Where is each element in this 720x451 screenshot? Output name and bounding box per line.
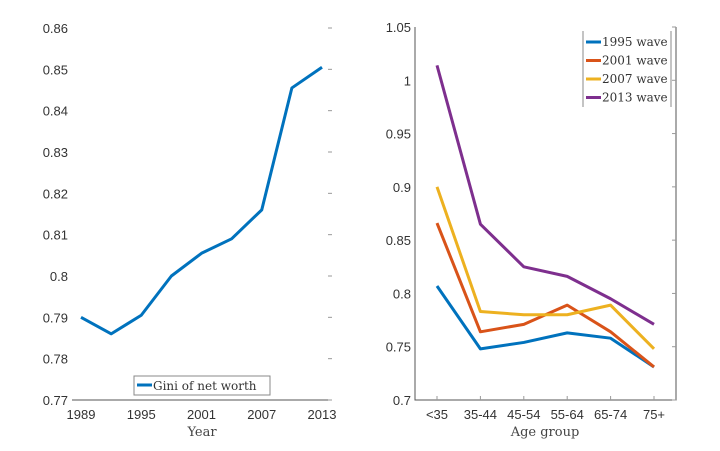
x-tick-label: 1989: [67, 407, 96, 422]
left-chart-gini-over-time: 0.77 0.78 0.79 0.8 0.81 0.82 0.83 0.84 0.85 0.86 1…: [43, 21, 337, 422]
legend-label: 2001 wave: [602, 54, 668, 68]
right-chart-gini-by-age: 0.7 0.75 0.8 0.85 0.9 0.95 1 1.05 <35 35-44 45-54 5…: [386, 20, 677, 422]
right-x-axis-label: Age group: [510, 425, 580, 440]
x-tick-label: <35: [426, 407, 448, 422]
x-tick-label: 2001: [187, 407, 216, 422]
y-tick-label: 0.83: [43, 145, 68, 160]
y-tick-label: 0.79: [43, 310, 68, 325]
y-tick-label: 0.8: [50, 269, 68, 284]
y-tick-label: 0.8: [393, 286, 411, 301]
y-tick-label: 1.05: [386, 20, 411, 35]
series-line-2013-wave: [435, 64, 655, 326]
y-tick-label: 0.7: [393, 393, 411, 408]
y-tick-label: 1: [404, 73, 411, 88]
y-tick-label: 0.95: [386, 127, 411, 142]
legend-label: 2013 wave: [602, 91, 668, 105]
x-tick-label: 1995: [127, 407, 156, 422]
y-tick-label: 0.82: [43, 186, 68, 201]
y-tick-label: 0.84: [43, 104, 68, 119]
x-tick-label: 75+: [643, 407, 665, 422]
y-tick-label: 0.86: [43, 21, 68, 36]
x-tick-label: 35-44: [464, 407, 497, 422]
legend-label: 1995 wave: [602, 35, 668, 49]
y-tick-label: 0.85: [43, 62, 68, 77]
y-tick-label: 0.9: [393, 180, 411, 195]
y-tick-label: 0.77: [43, 393, 68, 408]
x-tick-label: 45-54: [507, 407, 540, 422]
y-tick-label: 0.85: [386, 233, 411, 248]
x-tick-label: 55-64: [551, 407, 584, 422]
y-tick-label: 0.75: [386, 340, 411, 355]
series-line-1995-wave: [435, 285, 655, 369]
left-x-axis-label: Year: [186, 425, 217, 440]
legend-box: [133, 375, 271, 396]
series-line-gini: [80, 66, 323, 336]
x-tick-label: 2013: [308, 407, 337, 422]
x-tick-label: 65-74: [594, 407, 627, 422]
axes-frame: [414, 27, 677, 401]
legend-label: 2007 wave: [602, 72, 668, 86]
y-tick-label: 0.81: [43, 228, 68, 243]
x-tick-label: 2007: [247, 407, 276, 422]
legend-label: Gini of net worth: [153, 379, 257, 393]
series-line-2007-wave: [435, 186, 656, 350]
y-tick-label: 0.78: [43, 352, 68, 367]
